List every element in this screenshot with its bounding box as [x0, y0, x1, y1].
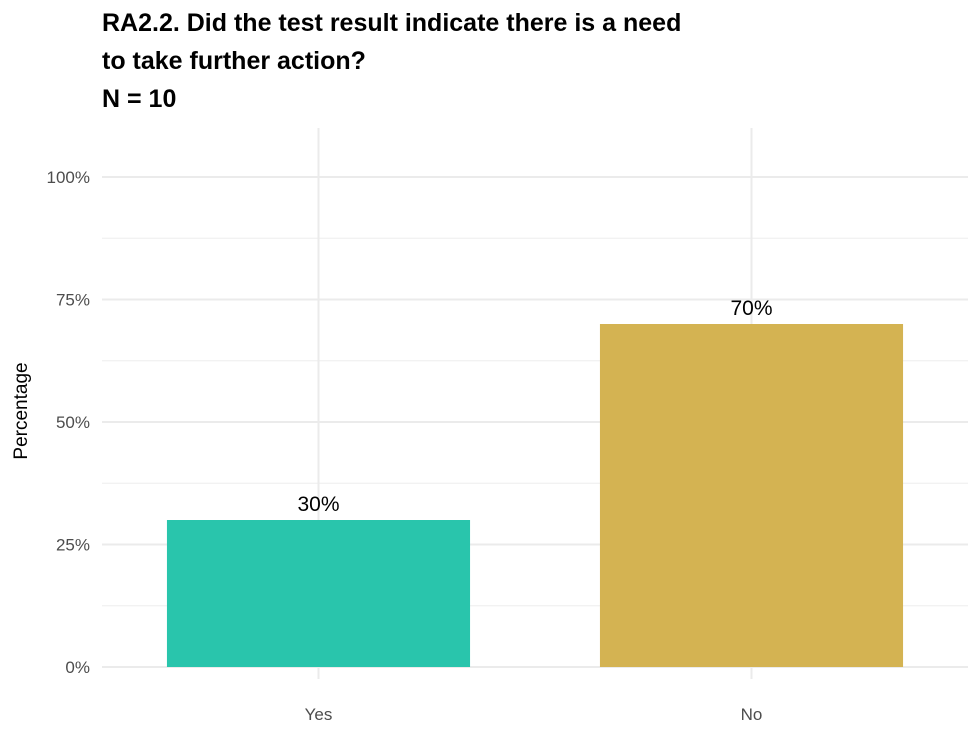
y-tick-labels: 0% 25% 50% 75% 100%: [47, 168, 90, 677]
data-label: 30%: [297, 493, 339, 516]
y-tick-label: 100%: [47, 168, 90, 187]
x-tick-labels: Yes No: [305, 705, 763, 724]
chart-title-line-1: RA2.2. Did the test result indicate ther…: [102, 9, 682, 37]
x-tick-label: Yes: [305, 705, 333, 724]
chart-title-line-2: to take further action?: [102, 47, 366, 75]
bar: [599, 324, 904, 667]
x-tick-label: No: [741, 705, 763, 724]
data-label: 70%: [730, 297, 772, 320]
y-tick-label: 0%: [65, 658, 90, 677]
y-tick-label: 75%: [56, 291, 90, 310]
y-axis-label: Percentage: [11, 362, 32, 459]
bars: [166, 324, 904, 667]
y-tick-label: 25%: [56, 536, 90, 555]
y-tick-label: 50%: [56, 413, 90, 432]
chart-title: RA2.2. Did the test result indicate ther…: [102, 4, 962, 118]
data-labels: 30% 70%: [297, 297, 772, 516]
chart-title-line-3: N = 10: [102, 85, 177, 113]
bar: [166, 520, 471, 667]
